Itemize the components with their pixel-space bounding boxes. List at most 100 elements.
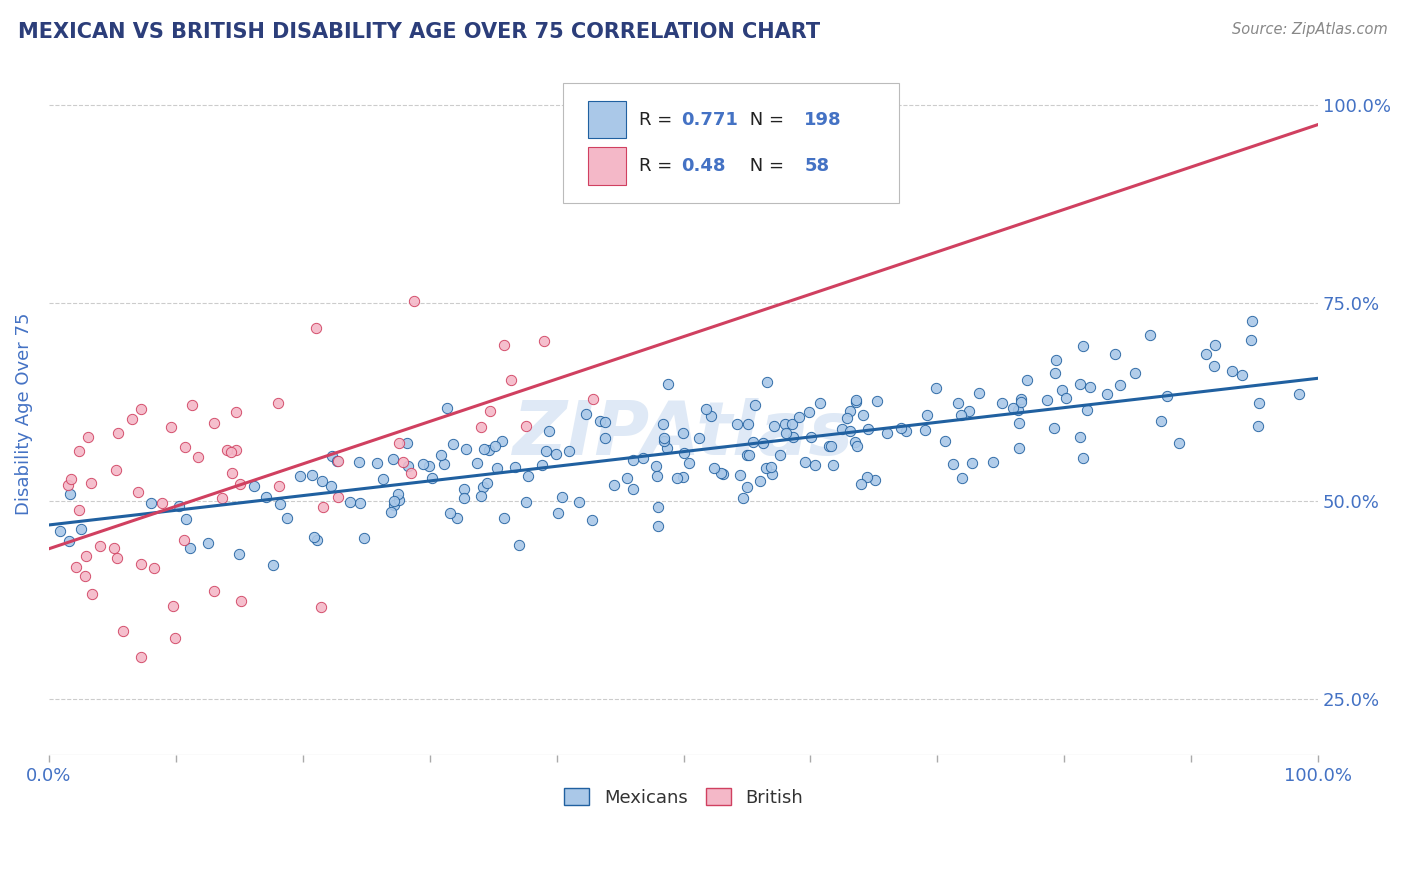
Point: [1010, 395, 1032, 409]
Point: [142, 561, 165, 575]
Point: [742, 435, 765, 450]
Point: [793, 455, 815, 469]
Point: [934, 434, 956, 449]
Point: [1043, 420, 1066, 434]
Text: MEXICAN VS BRITISH DISABILITY AGE OVER 75 CORRELATION CHART: MEXICAN VS BRITISH DISABILITY AGE OVER 7…: [18, 22, 821, 42]
Point: [621, 483, 644, 497]
Point: [1073, 339, 1095, 353]
Point: [957, 404, 980, 418]
Point: [441, 437, 464, 451]
Point: [1195, 347, 1218, 361]
Point: [820, 439, 842, 453]
Point: [863, 474, 886, 488]
Point: [531, 458, 554, 472]
Point: [412, 457, 434, 471]
Point: [392, 455, 415, 469]
Point: [1007, 403, 1029, 417]
Point: [845, 392, 868, 407]
Point: [838, 404, 860, 418]
Point: [568, 495, 591, 509]
Point: [129, 557, 152, 571]
Point: [103, 541, 125, 555]
Point: [672, 469, 695, 483]
Point: [105, 462, 128, 476]
Point: [730, 468, 752, 483]
Point: [699, 409, 721, 424]
Point: [1017, 373, 1039, 387]
Point: [800, 430, 823, 444]
Point: [267, 479, 290, 493]
Point: [876, 426, 898, 441]
Point: [312, 500, 335, 514]
Point: [1095, 387, 1118, 401]
Point: [65, 559, 87, 574]
Point: [866, 394, 889, 409]
Text: 0.771: 0.771: [681, 111, 738, 128]
Point: [467, 456, 489, 470]
Point: [1240, 333, 1263, 347]
Point: [665, 471, 688, 485]
Point: [127, 484, 149, 499]
Point: [436, 401, 458, 415]
Point: [454, 442, 477, 456]
Point: [780, 417, 803, 431]
Point: [1078, 380, 1101, 394]
Point: [645, 459, 668, 474]
Text: Source: ZipAtlas.com: Source: ZipAtlas.com: [1232, 22, 1388, 37]
Y-axis label: Disability Age Over 75: Disability Age Over 75: [15, 313, 32, 516]
Point: [396, 458, 419, 473]
Point: [179, 541, 201, 556]
Point: [225, 405, 247, 419]
Point: [204, 584, 226, 599]
Point: [672, 445, 695, 459]
Point: [453, 482, 475, 496]
Point: [429, 448, 451, 462]
Point: [111, 624, 134, 638]
Point: [775, 426, 797, 441]
Point: [1220, 364, 1243, 378]
Point: [581, 513, 603, 527]
Point: [204, 416, 226, 430]
Point: [418, 458, 440, 473]
Point: [652, 431, 675, 445]
Point: [782, 430, 804, 444]
Point: [733, 491, 755, 505]
Point: [197, 536, 219, 550]
Point: [710, 466, 733, 480]
Point: [499, 373, 522, 387]
Point: [304, 530, 326, 544]
Point: [404, 293, 426, 308]
Point: [1108, 377, 1130, 392]
Text: 0.48: 0.48: [681, 157, 725, 175]
Point: [831, 422, 853, 436]
Point: [163, 631, 186, 645]
Point: [478, 442, 501, 457]
Point: [505, 460, 527, 475]
Point: [647, 468, 669, 483]
Point: [616, 471, 638, 485]
Point: [1204, 338, 1226, 352]
Point: [950, 471, 973, 485]
Text: R =: R =: [640, 157, 678, 175]
Point: [229, 593, 252, 607]
Point: [221, 466, 243, 480]
Point: [321, 449, 343, 463]
Point: [547, 507, 569, 521]
Point: [849, 476, 872, 491]
Point: [173, 533, 195, 547]
Point: [960, 456, 983, 470]
Point: [309, 599, 332, 614]
Point: [761, 467, 783, 482]
Point: [150, 495, 173, 509]
Point: [589, 414, 612, 428]
Point: [761, 459, 783, 474]
Point: [550, 490, 572, 504]
Point: [603, 478, 626, 492]
Point: [557, 444, 579, 458]
Point: [56, 477, 79, 491]
Point: [749, 474, 772, 488]
Point: [305, 321, 328, 335]
Point: [688, 431, 710, 445]
Point: [276, 511, 298, 525]
Point: [48, 524, 70, 538]
